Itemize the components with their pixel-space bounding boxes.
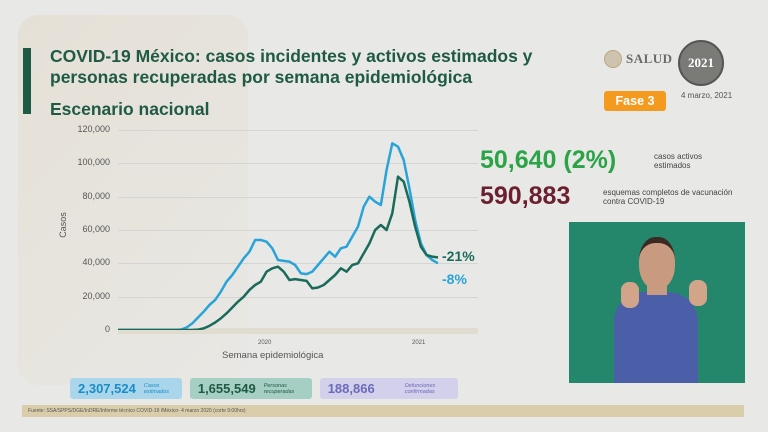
- y-tick: 100,000: [77, 157, 110, 167]
- page-subtitle: Escenario nacional: [50, 99, 210, 119]
- x-axis-label: Semana epidemiológica: [222, 350, 324, 361]
- x-year-label: 2020: [258, 340, 272, 346]
- chip-label: Defunciones confirmadas: [404, 382, 436, 395]
- vaccination-label: esquemas completos de vacunación contra …: [603, 188, 733, 206]
- y-tick: 0: [104, 324, 110, 334]
- active-cases-label: casos activos estimados: [654, 152, 703, 170]
- source-footer: Fuente: SSA/SPPS/DGE/InDRE/Informe técni…: [22, 405, 744, 417]
- phase-badge: Fase 3: [604, 91, 666, 111]
- interpreter-hand: [689, 280, 707, 306]
- plot-area: [118, 142, 439, 330]
- gridline: [118, 197, 478, 198]
- title-accent-bar: [23, 48, 31, 114]
- year-2021-badge: 2021: [678, 40, 724, 86]
- percent-change-annotation: -21%: [442, 248, 475, 264]
- mexico-seal-icon: [604, 50, 622, 68]
- chip-value: 188,866: [327, 381, 375, 396]
- chip-value: 1,655,549: [197, 381, 256, 396]
- y-tick: 60,000: [82, 224, 110, 234]
- gridline: [118, 297, 478, 298]
- chip-label: Personas recuperadas: [263, 382, 295, 395]
- gridline: [118, 263, 478, 264]
- chip-label: Casos estimados: [143, 382, 169, 395]
- series-line: [118, 142, 439, 330]
- y-tick: 120,000: [77, 124, 110, 134]
- y-tick: 80,000: [82, 191, 110, 201]
- badge-year-text: 2021: [688, 55, 714, 70]
- x-axis-week-ticks: [118, 328, 478, 334]
- summary-chips: 2,307,524 Casos estimados 1,655,549 Pers…: [70, 378, 458, 399]
- summary-chip-recovered: 1,655,549 Personas recuperadas: [189, 378, 312, 399]
- chip-value: 2,307,524: [78, 381, 136, 396]
- interpreter-hand: [621, 282, 639, 308]
- percent-change-annotation: -8%: [442, 271, 467, 287]
- x-year-label: 2021: [412, 340, 426, 346]
- vaccination-value: 590,883: [480, 182, 571, 210]
- source-text: Fuente: SSA/SPPS/DGE/InDRE/Informe técni…: [28, 408, 246, 414]
- sign-language-interpreter-video: [569, 222, 745, 383]
- salud-logo: SALUD: [604, 50, 673, 68]
- line-chart: Casos 120,000 100,000 80,000 60,000 40,0…: [40, 120, 480, 370]
- report-date: 4 marzo, 2021: [681, 91, 733, 100]
- series-line: [118, 175, 439, 330]
- gridline: [118, 230, 478, 231]
- background-watermark: [18, 15, 248, 385]
- y-tick: 20,000: [82, 291, 110, 301]
- gridline: [118, 130, 478, 131]
- active-cases-value: 50,640 (2%): [480, 146, 617, 174]
- summary-chip-deaths: 188,866 Defunciones confirmadas: [319, 378, 458, 399]
- page-title: COVID-19 México: casos incidentes y acti…: [50, 46, 533, 87]
- interpreter-head: [639, 237, 675, 289]
- summary-chip-estimated-cases: 2,307,524 Casos estimados: [70, 378, 182, 399]
- y-tick: 40,000: [82, 257, 110, 267]
- salud-logo-text: SALUD: [626, 51, 673, 66]
- gridline: [118, 163, 478, 164]
